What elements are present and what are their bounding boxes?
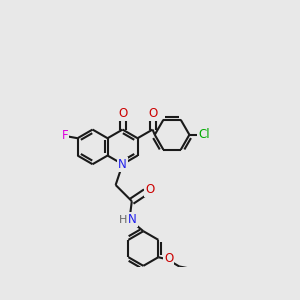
Text: F: F [61, 129, 68, 142]
Text: O: O [164, 252, 173, 265]
Text: Cl: Cl [198, 128, 210, 141]
Text: N: N [118, 158, 127, 171]
Text: N: N [128, 213, 136, 226]
Text: O: O [118, 107, 127, 120]
Text: O: O [148, 107, 157, 120]
Text: O: O [145, 183, 154, 196]
Text: H: H [119, 214, 128, 225]
